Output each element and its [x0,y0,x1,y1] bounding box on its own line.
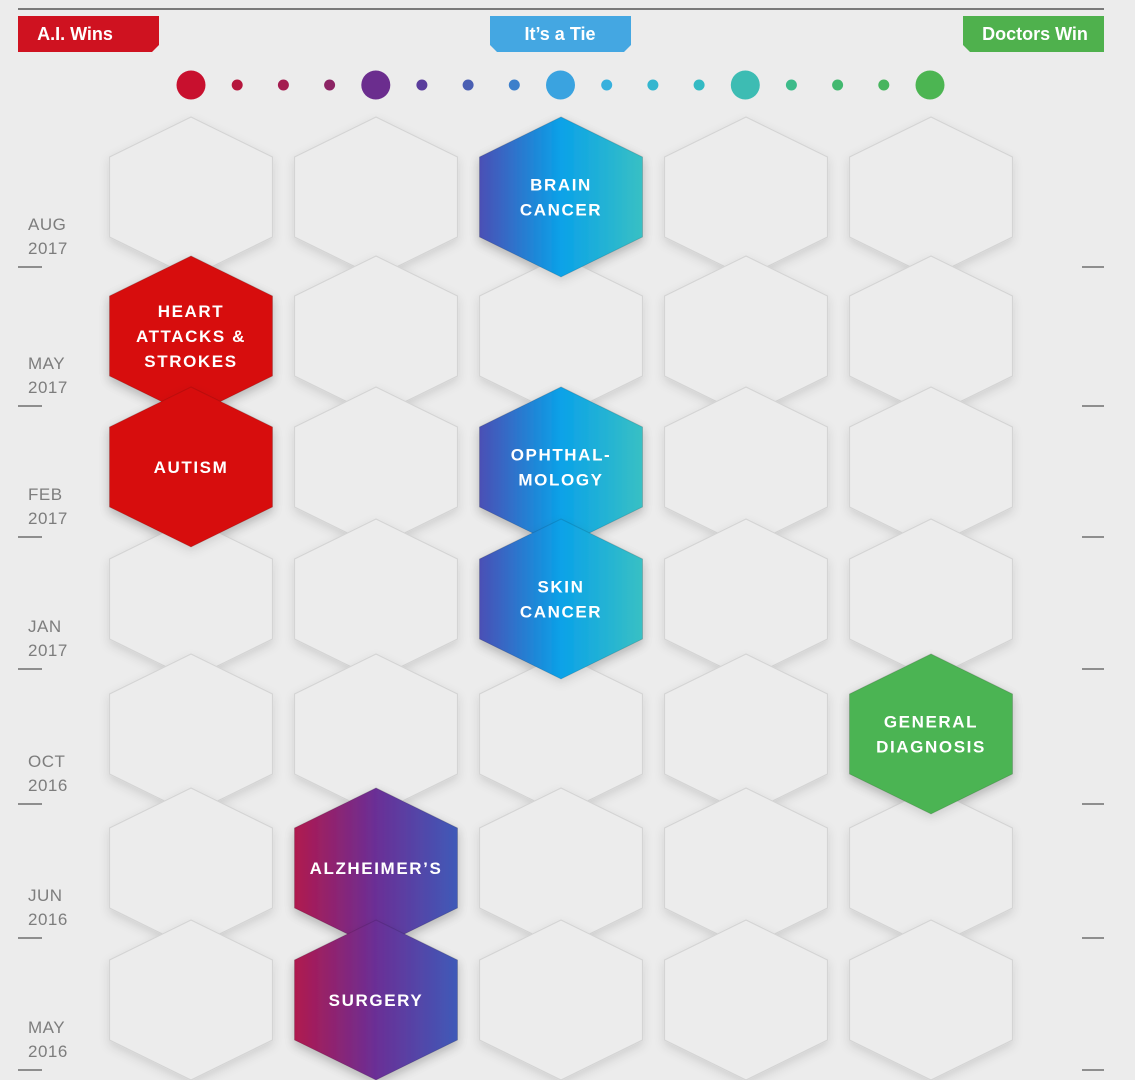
date-year: 2016 [28,1042,68,1061]
badge-center-shape [490,16,631,52]
study-hex-label: CANCER [520,603,602,622]
study-hex-shape [479,518,643,680]
scale-dot [915,70,945,100]
scale-dot [508,79,520,91]
scale-dot [416,79,428,91]
date-month: MAY [28,1018,65,1037]
badge-right-shape [963,16,1104,52]
study-hexes: BRAIN CANCER HEART ATTACKS & STROKES AUTISM OP… [109,116,1013,1080]
study-hex-shape [849,653,1013,815]
header-right-label: Doctors Win [982,24,1088,44]
scale-dot [361,70,391,100]
study-hex-label: SKIN [537,578,584,597]
study-hex-shape [479,116,643,278]
date-month: JUN [28,886,63,905]
study-hex-label: SURGERY [329,991,424,1010]
header-center-badge: It’s a Tie [490,16,631,52]
date-month: JAN [28,617,62,636]
header-center-label: It’s a Tie [524,24,595,44]
date-axis: AUG 2017 MAY 2017 FEB 2017 JAN 2017 OCT 2016 JUN 20… [18,215,1104,1071]
empty-hex-cell [848,116,1014,278]
scale-dot [176,70,206,100]
study-hex-label: CANCER [520,201,602,220]
header-left-label: A.I. Wins [37,24,113,44]
date-month: AUG [28,215,66,234]
study-hex: SURGERY [294,919,458,1080]
study-hex-label: HEART [158,302,225,321]
empty-hex-cell [663,919,829,1080]
scale-dots [176,70,945,100]
scale-dot [231,79,243,91]
date-year: 2017 [28,239,68,258]
study-hex-label: DIAGNOSIS [876,738,986,757]
study-hex-label: AUTISM [154,458,229,477]
empty-hex-cell [293,116,459,278]
study-hex: ALZHEIMER’S [294,787,458,949]
date-year: 2017 [28,509,68,528]
scale-dot [785,79,797,91]
study-hex-shape [294,919,458,1080]
study-hex-label: ATTACKS & [136,327,246,346]
study-hex-label: STROKES [144,352,237,371]
study-hex: SKIN CANCER [479,518,643,680]
scale-dot [462,79,474,91]
study-hex: BRAIN CANCER [479,116,643,278]
empty-hex-cell [108,919,274,1080]
study-hex-label: GENERAL [884,713,978,732]
study-hex-shape [109,386,273,548]
study-hex-label: BRAIN [530,176,592,195]
study-hex: GENERAL DIAGNOSIS [849,653,1013,815]
study-hex: HEART ATTACKS & STROKES [109,255,273,417]
scale-dot [832,79,844,91]
date-month: OCT [28,752,65,771]
scale-dot [601,79,613,91]
study-hex-label: OPHTHAL- [511,446,612,465]
empty-hex-cell [848,919,1014,1080]
empty-hex-cell [663,116,829,278]
scale-dot [324,79,336,91]
scale-dot [546,70,575,100]
study-hex: AUTISM [109,386,273,548]
scale-dot [277,79,289,91]
scale-dot [730,70,760,100]
header-left-badge: A.I. Wins [18,16,159,52]
date-year: 2016 [28,910,68,929]
date-year: 2017 [28,641,68,660]
date-year: 2016 [28,776,68,795]
scale-dot [647,79,659,91]
scale-dot [878,79,890,91]
date-month: MAY [28,354,65,373]
date-year: 2017 [28,378,68,397]
study-hex-label: ALZHEIMER’S [310,859,443,878]
badge-left-shape [18,16,159,52]
date-month: FEB [28,485,63,504]
study-hex-label: MOLOGY [518,471,603,490]
study-hex: OPHTHAL- MOLOGY [479,386,643,548]
scale-dot [693,79,705,91]
header-right-badge: Doctors Win [963,16,1104,52]
empty-hex-cell [108,116,274,278]
empty-hex-cell [478,919,644,1080]
